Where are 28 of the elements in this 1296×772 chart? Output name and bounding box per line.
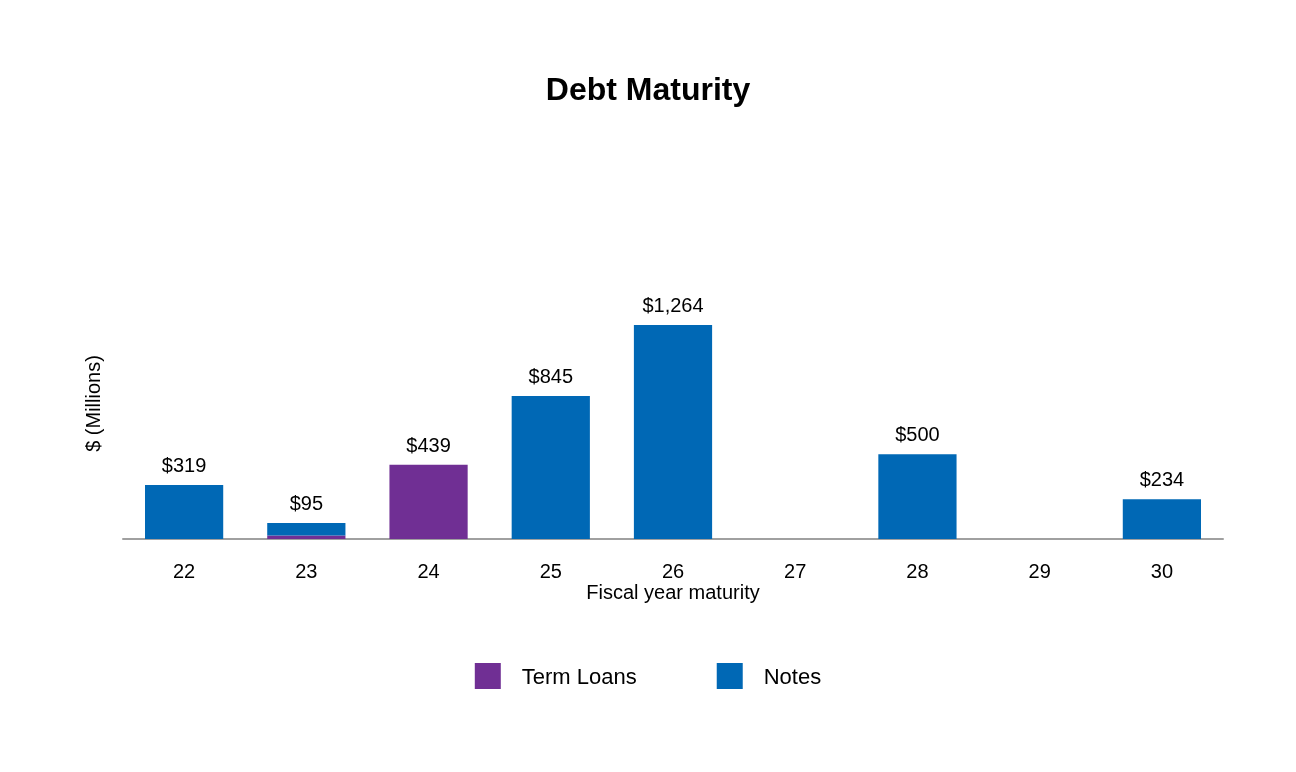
bar bbox=[1122, 499, 1201, 539]
x-tick-label: 27 bbox=[784, 560, 807, 582]
y-axis-title: $ (Millions) bbox=[82, 355, 104, 452]
data-label: $500 bbox=[895, 423, 940, 446]
x-tick-label: 24 bbox=[417, 560, 440, 582]
data-label: $439 bbox=[406, 433, 451, 456]
legend-label: Term Loans bbox=[521, 663, 637, 689]
total-label: $95 bbox=[289, 491, 324, 514]
bar bbox=[389, 464, 468, 539]
bar bbox=[633, 324, 713, 539]
data-label: $319 bbox=[161, 453, 207, 476]
bar bbox=[878, 454, 957, 539]
bar bbox=[267, 522, 346, 536]
x-axis-title: Fiscal year maturity bbox=[586, 580, 760, 603]
x-tick-label: 23 bbox=[295, 560, 318, 582]
x-tick-label: 25 bbox=[539, 560, 562, 582]
x-tick-label: 30 bbox=[1150, 560, 1174, 582]
data-label: $845 bbox=[528, 364, 574, 387]
x-tick-label: 28 bbox=[906, 560, 929, 582]
x-tick-label: 26 bbox=[661, 560, 685, 582]
data-label: $1,264 bbox=[642, 293, 704, 316]
bar bbox=[145, 484, 224, 539]
bar bbox=[511, 395, 590, 539]
data-label: $234 bbox=[1139, 468, 1185, 491]
x-tick-label: 29 bbox=[1028, 560, 1051, 582]
chart-title: Debt Maturity bbox=[545, 71, 751, 107]
legend-label: Notes bbox=[763, 663, 822, 689]
x-tick-label: 22 bbox=[172, 560, 196, 582]
